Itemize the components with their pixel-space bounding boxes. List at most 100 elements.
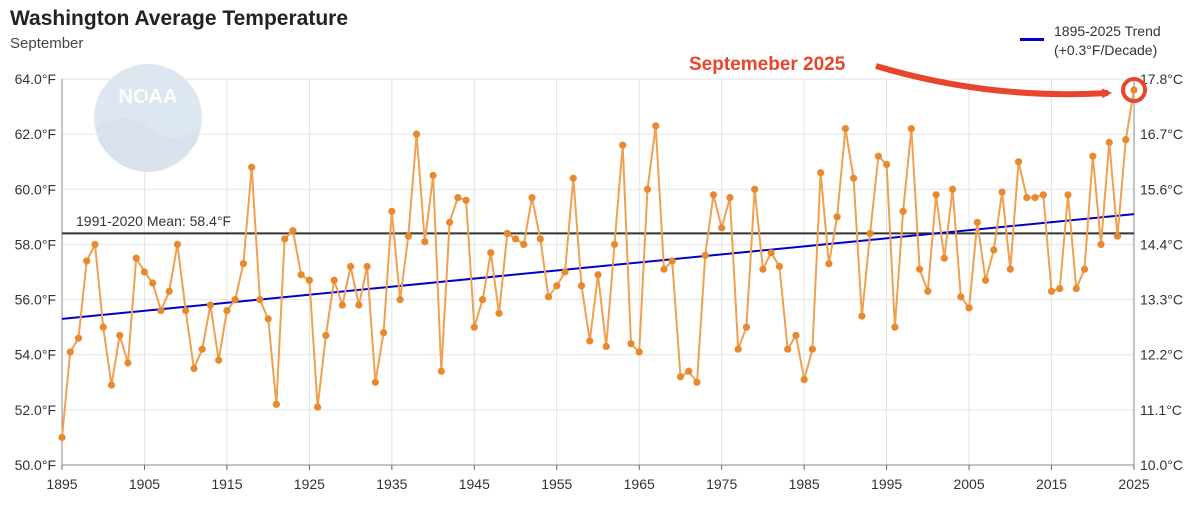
x-tick-label: 1955 [541, 476, 572, 492]
data-point [734, 345, 742, 353]
data-point [445, 218, 454, 226]
data-point [858, 312, 866, 320]
y-tick-label-right: 12.2°C [1140, 347, 1183, 363]
data-point [1130, 86, 1138, 94]
data-point [421, 238, 429, 246]
data-point [132, 254, 140, 262]
x-tick-label: 1925 [294, 476, 325, 492]
data-point [338, 301, 346, 309]
data-point [792, 331, 800, 340]
data-point [281, 235, 289, 243]
data-point [190, 364, 198, 373]
data-point [363, 262, 371, 271]
data-point [586, 337, 594, 345]
data-point [1113, 232, 1122, 240]
data-point [899, 207, 907, 215]
data-point [701, 251, 709, 260]
data-point [924, 287, 932, 295]
data-point [742, 323, 751, 331]
data-point [289, 227, 297, 235]
y-tick-label-right: 13.3°C [1140, 292, 1183, 308]
data-point [577, 282, 586, 290]
x-tick-label: 2005 [953, 476, 984, 492]
x-tick-label: 1935 [376, 476, 407, 492]
data-point [107, 381, 116, 389]
data-point [718, 224, 726, 232]
data-point [569, 174, 577, 182]
y-tick-label-right: 11.1°C [1140, 402, 1182, 418]
data-point [140, 268, 149, 276]
noaa-logo: NOAA [94, 64, 202, 172]
y-tick-label-right: 16.7°C [1140, 126, 1183, 142]
data-point [149, 279, 157, 287]
data-point [528, 193, 536, 202]
data-point [173, 240, 182, 249]
data-point [412, 130, 421, 138]
data-point [503, 229, 511, 237]
data-point [1080, 265, 1089, 273]
data-point [487, 249, 495, 257]
data-point [223, 307, 231, 315]
x-tick-label: 1995 [871, 476, 902, 492]
data-point [520, 240, 528, 249]
data-point [1006, 265, 1014, 273]
data-point [784, 345, 792, 353]
noaa-logo-text: NOAA [119, 86, 178, 108]
data-point [610, 240, 619, 249]
y-tick-label-left: 52.0°F [15, 402, 56, 418]
y-tick-label-right: 10.0°C [1140, 457, 1183, 473]
x-tick-label: 1905 [129, 476, 160, 492]
data-point [751, 185, 759, 193]
y-tick-label-left: 60.0°F [15, 181, 56, 197]
data-point [932, 191, 940, 199]
x-tick-label: 1945 [459, 476, 490, 492]
data-point [1014, 158, 1023, 166]
axes [61, 79, 1135, 466]
data-point [239, 260, 248, 268]
chart-subtitle: September [10, 35, 84, 52]
data-point [850, 174, 858, 182]
data-point [371, 378, 379, 386]
data-point [116, 331, 124, 340]
data-point [916, 265, 924, 273]
data-point [685, 367, 693, 375]
data-point [957, 293, 965, 301]
data-point [66, 348, 74, 356]
data-point [981, 276, 990, 284]
data-point [454, 193, 462, 202]
data-point [1039, 191, 1047, 199]
data-point [1089, 152, 1097, 160]
data-point [627, 340, 635, 348]
data-point [965, 304, 973, 312]
data-point [652, 122, 660, 130]
data-point [990, 246, 998, 254]
data-point [544, 293, 553, 301]
data-point [511, 235, 520, 243]
data-point [198, 345, 206, 353]
x-axis-ticks: 1895 1905 1915 1925 1935 1945 1955 1965 1975 1985… [46, 465, 1150, 492]
data-point [74, 334, 83, 342]
data-point [1097, 240, 1105, 249]
data-point [206, 301, 215, 309]
x-tick-label: 1985 [789, 476, 820, 492]
data-point [676, 373, 685, 381]
data-point [495, 309, 503, 317]
data-point [470, 323, 478, 331]
y-tick-label-right: 15.6°C [1140, 181, 1183, 197]
data-point [1072, 284, 1080, 293]
data-point [248, 163, 256, 171]
data-point [1031, 193, 1039, 202]
data-point [124, 359, 132, 367]
data-point [602, 342, 610, 351]
legend-trend-label: 1895-2025 Trend (+0.3°F/Decade) [1054, 22, 1161, 60]
temperature-points [58, 86, 1138, 442]
data-point [693, 378, 701, 386]
data-point [182, 307, 190, 315]
data-point [833, 213, 841, 221]
data-point [462, 196, 470, 204]
data-point [1105, 138, 1113, 147]
data-point [668, 257, 676, 265]
x-tick-label: 2025 [1118, 476, 1149, 492]
data-point [635, 348, 643, 356]
y-tick-label-left: 64.0°F [15, 71, 56, 87]
